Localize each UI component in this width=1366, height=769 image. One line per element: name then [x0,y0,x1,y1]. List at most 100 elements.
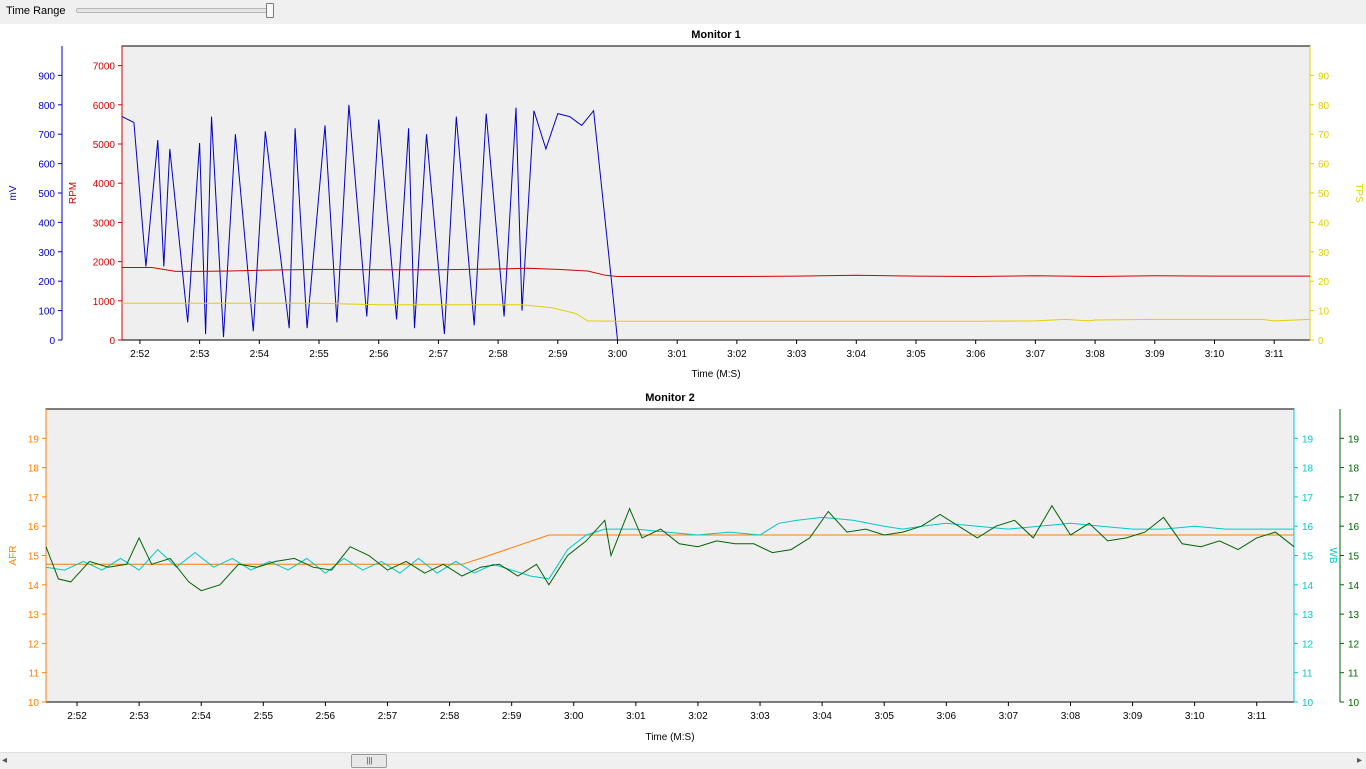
rpm-tick-label: 7000 [93,62,116,73]
time-range-slider-thumb[interactable] [266,3,274,18]
afr-tick-label: 17 [28,493,40,504]
x-tick-label: 3:10 [1205,349,1225,360]
wb-tick-label: 13 [1302,610,1314,621]
charts-area: Monitor 1 2:52 2:53 2:54 2:55 2:56 2:57 2:58 2:5… [8,29,1364,743]
afr-tick-label: 11 [29,669,40,680]
mv-tick-label: 200 [38,277,55,288]
x-tick-label: 2:53 [190,349,210,360]
plot-area [121,45,1311,341]
afr-axis-label: AFR [8,546,19,566]
rpm-tick-label: 2000 [93,258,116,269]
x-tick-label: 2:54 [191,711,211,722]
wb-tick-label: 17 [1302,493,1314,504]
x-tick-label: 3:09 [1145,349,1165,360]
wb2-tick-label: 19 [1348,434,1360,445]
mv-axis-label: mV [8,185,19,200]
x-tick-label: 2:54 [250,349,270,360]
x-tick-label: 2:57 [429,349,449,360]
x-tick-label: 3:02 [727,349,747,360]
x-tick-label: 2:53 [129,711,149,722]
x-tick-label: 3:05 [874,711,894,722]
time-range-label: Time Range [6,5,66,17]
wb2-tick-label: 14 [1348,581,1360,592]
tps-tick-label: 20 [1318,277,1330,288]
mv-tick-label: 0 [49,336,55,347]
rpm-tick-label: 1000 [93,297,116,308]
time-range-slider[interactable] [76,8,274,13]
x-axis-label: Time (M:S) [691,369,740,380]
x-tick-label: 3:08 [1085,349,1105,360]
mv-tick-label: 300 [38,248,55,259]
horizontal-scrollbar[interactable]: ◂ ||| ▸ [0,752,1366,769]
tps-tick-label: 80 [1318,101,1330,112]
x-tick-label: 2:59 [548,349,568,360]
x-axis-label: Time (M:S) [645,732,694,743]
tps-tick-label: 70 [1318,130,1330,141]
tps-tick-label: 50 [1318,189,1330,200]
x-tick-label: 3:03 [750,711,770,722]
chart-2: Monitor 2 2:52 2:53 2:54 2:55 2:56 2:57 2:58 2:5… [8,392,1360,743]
mv-tick-label: 400 [38,218,55,229]
x-tick-label: 3:09 [1123,711,1143,722]
afr-tick-label: 13 [28,610,40,621]
mv-tick-label: 800 [38,101,55,112]
series-line-wb2 [45,504,1295,592]
tps-tick-label: 10 [1318,307,1330,318]
rpm-tick-label: 5000 [93,140,116,151]
x-tick-label: 2:59 [502,711,522,722]
wb2-tick-label: 11 [1348,669,1359,680]
wb2-tick-label: 17 [1348,493,1360,504]
mv-tick-label: 600 [38,160,55,171]
afr-tick-label: 14 [28,581,40,592]
mv-tick-label: 700 [38,130,55,141]
afr-tick-label: 18 [28,464,40,475]
x-tick-label: 3:04 [847,349,867,360]
x-tick-label: 3:05 [906,349,926,360]
afr-tick-label: 15 [28,552,40,563]
x-tick-label: 3:01 [626,711,646,722]
tps-tick-label: 60 [1318,160,1330,171]
x-tick-label: 3:04 [812,711,832,722]
x-tick-label: 3:06 [966,349,986,360]
x-tick-label: 3:11 [1265,349,1284,360]
rpm-tick-label: 0 [109,336,115,347]
wb-tick-label: 10 [1302,698,1314,709]
tps-tick-label: 30 [1318,248,1330,259]
x-tick-label: 3:00 [564,711,584,722]
wb2-tick-label: 18 [1348,464,1360,475]
afr-tick-label: 19 [28,434,40,445]
afr-tick-label: 10 [28,698,40,709]
x-tick-label: 2:55 [309,349,329,360]
series-line-afr [46,534,1294,565]
series-line-tps [122,302,1311,322]
scroll-right-arrow-icon[interactable]: ▸ [1356,755,1362,766]
scroll-left-arrow-icon[interactable]: ◂ [2,755,8,766]
x-tick-label: 3:11 [1247,711,1266,722]
x-tick-label: 3:00 [608,349,628,360]
wb2-tick-label: 10 [1348,698,1360,709]
scrollbar-thumb[interactable]: ||| [351,754,388,768]
x-tick-label: 3:07 [999,711,1019,722]
wb-tick-label: 19 [1302,434,1314,445]
wb-tick-label: 11 [1302,669,1313,680]
rpm-tick-label: 3000 [93,218,116,229]
x-tick-label: 2:56 [369,349,389,360]
x-tick-label: 2:52 [67,711,87,722]
wb2-tick-label: 16 [1348,522,1360,533]
wb-tick-label: 18 [1302,464,1314,475]
mv-tick-label: 100 [38,307,55,318]
toolbar: Time Range [0,0,1366,24]
tps-tick-label: 40 [1318,218,1330,229]
afr-tick-label: 16 [28,522,40,533]
x-tick-label: 3:02 [688,711,708,722]
mv-tick-label: 900 [38,71,55,82]
rpm-axis-label: RPM [68,182,79,204]
mv-tick-label: 500 [38,189,55,200]
tps-tick-label: 90 [1318,71,1330,82]
rpm-tick-label: 6000 [93,101,116,112]
x-tick-label: 2:56 [316,711,336,722]
x-tick-label: 3:08 [1061,711,1081,722]
x-tick-label: 2:57 [378,711,398,722]
x-tick-label: 2:58 [440,711,460,722]
x-tick-label: 2:52 [130,349,150,360]
